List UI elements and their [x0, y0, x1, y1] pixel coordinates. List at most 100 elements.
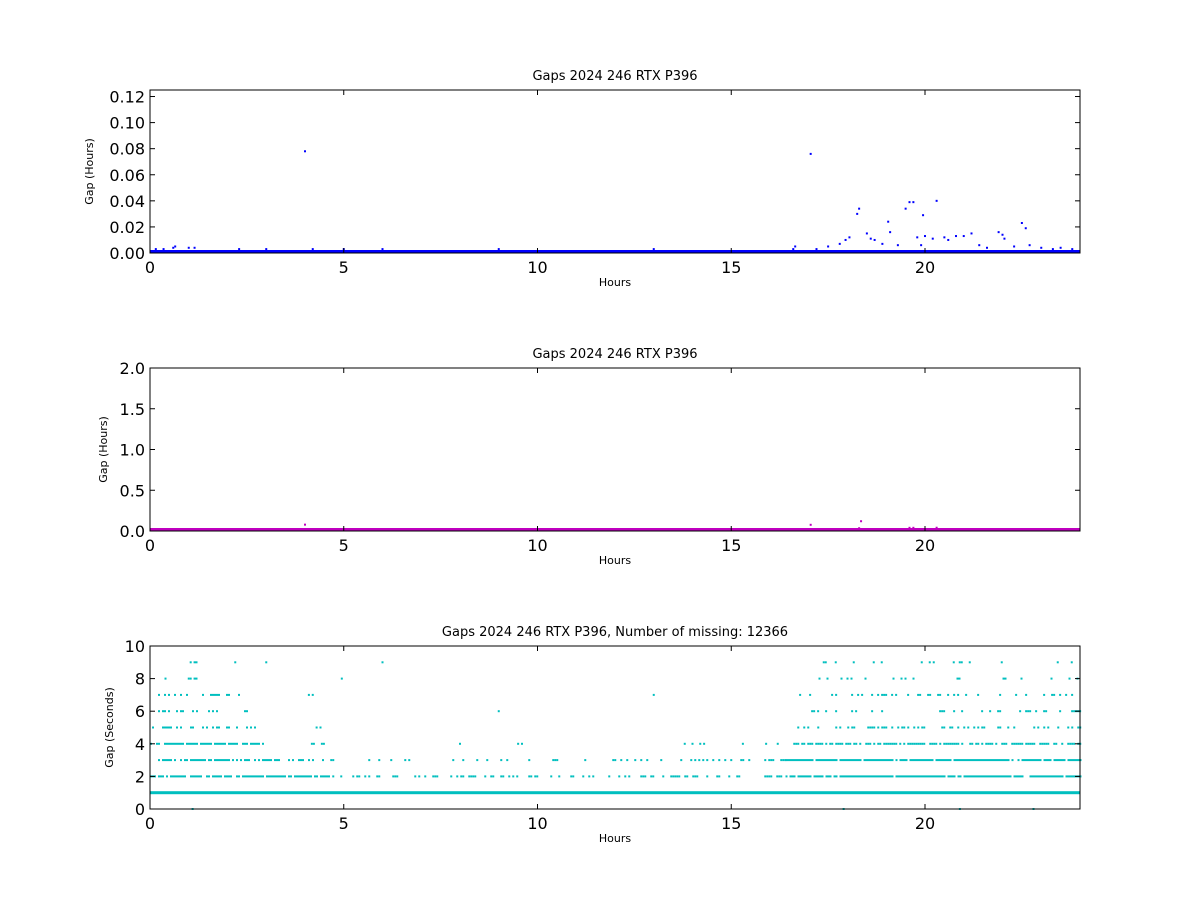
data-point: [1071, 248, 1074, 251]
data-point: [300, 775, 302, 778]
data-point: [821, 759, 824, 762]
data-point: [917, 693, 920, 696]
data-point: [230, 775, 232, 778]
data-point: [904, 207, 907, 210]
data-point: [192, 759, 194, 762]
data-point: [929, 693, 932, 696]
x-tick-label: 5: [339, 814, 349, 833]
level-series-y3: [785, 759, 1082, 762]
data-point: [460, 775, 463, 778]
data-point: [903, 775, 906, 778]
data-point: [358, 775, 361, 778]
data-point: [192, 742, 194, 745]
data-point: [989, 710, 992, 713]
data-point: [935, 199, 938, 202]
data-point: [194, 759, 196, 762]
data-point: [849, 775, 852, 778]
data-point: [817, 742, 820, 745]
data-point: [973, 726, 976, 729]
data-point: [582, 775, 585, 778]
data-point: [584, 759, 587, 762]
data-point: [765, 742, 768, 745]
data-point: [825, 710, 828, 713]
data-point: [684, 775, 687, 778]
data-point: [967, 775, 970, 778]
data-point: [957, 775, 960, 778]
data-point: [895, 742, 898, 745]
data-point: [434, 775, 437, 778]
data-point: [254, 726, 256, 729]
data-point: [170, 726, 172, 729]
data-point: [912, 677, 915, 680]
data-point: [885, 759, 888, 762]
data-point: [794, 245, 797, 248]
data-point: [164, 742, 166, 745]
data-point: [452, 759, 455, 762]
data-point: [320, 742, 323, 745]
data-point: [977, 775, 980, 778]
data-point: [364, 775, 367, 778]
data-point: [196, 759, 198, 762]
data-point: [322, 759, 324, 762]
data-point: [1001, 759, 1004, 762]
data-point: [911, 759, 914, 762]
data-point: [983, 726, 986, 729]
data-point: [877, 693, 880, 696]
data-point: [955, 742, 958, 745]
data-point: [1071, 759, 1074, 762]
data-point: [218, 693, 220, 696]
data-point: [190, 775, 192, 778]
data-point: [883, 693, 886, 696]
data-point: [1067, 759, 1070, 762]
data-point: [1029, 710, 1032, 713]
data-point: [204, 759, 206, 762]
data-point: [913, 759, 916, 762]
data-point: [913, 742, 916, 745]
data-point: [1051, 775, 1054, 778]
data-point: [168, 742, 170, 745]
data-point: [903, 726, 906, 729]
data-point: [859, 742, 862, 745]
data-point: [670, 775, 673, 778]
data-point: [853, 742, 856, 745]
data-point: [652, 775, 655, 778]
data-point: [809, 152, 812, 155]
data-point: [256, 742, 258, 745]
data-point: [827, 245, 830, 248]
data-point: [889, 775, 892, 778]
data-point: [935, 759, 938, 762]
data-point: [813, 775, 816, 778]
data-point: [226, 775, 228, 778]
baseline-band: [150, 528, 1080, 531]
data-point: [490, 775, 493, 778]
data-point: [970, 232, 973, 235]
data-point: [961, 759, 964, 762]
data-point: [815, 775, 818, 778]
data-point: [1005, 775, 1008, 778]
data-point: [923, 742, 926, 745]
data-point: [919, 759, 922, 762]
data-point: [897, 726, 900, 729]
data-point: [949, 775, 952, 778]
data-point: [821, 742, 824, 745]
data-point: [1003, 759, 1006, 762]
data-point: [158, 693, 160, 696]
data-point: [214, 775, 216, 778]
data-point: [1033, 726, 1036, 729]
data-point: [216, 759, 218, 762]
data-point: [468, 775, 471, 778]
data-point: [328, 775, 330, 778]
data-point: [849, 759, 852, 762]
data-point: [246, 775, 248, 778]
data-point: [180, 759, 182, 762]
data-point: [772, 759, 775, 762]
data-point: [983, 775, 986, 778]
data-point: [626, 759, 629, 762]
data-point: [1020, 222, 1023, 225]
data-point: [250, 742, 252, 745]
data-point: [875, 775, 878, 778]
data-point: [953, 710, 956, 713]
axes-frame: [149, 367, 1081, 532]
y-tick-label: 0.5: [120, 481, 145, 500]
data-point: [799, 693, 802, 696]
